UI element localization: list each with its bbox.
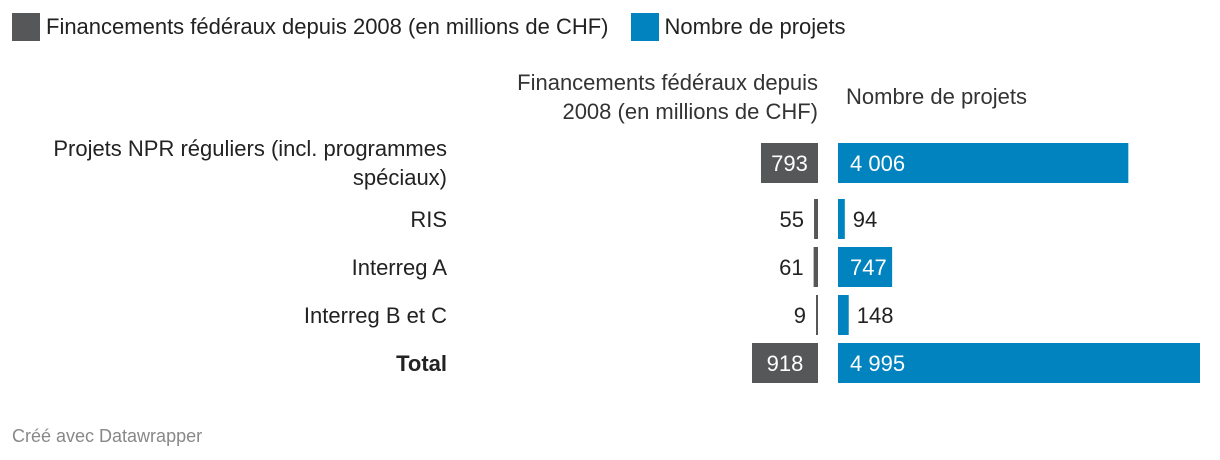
row-label-npr-line2: spéciaux): [352, 165, 447, 190]
column-header-funding-line2: 2008 (en millions de CHF): [562, 99, 818, 124]
bar-projects-1: [838, 199, 845, 239]
bar-projects-0: [838, 143, 1129, 183]
label-funding-3: 9: [794, 303, 806, 328]
bar-funding-2: [813, 247, 818, 287]
label-funding-0: 793: [771, 151, 808, 176]
label-funding-4: 918: [767, 351, 804, 376]
row-label-interreg-a: Interreg A: [351, 255, 447, 280]
label-projects-4: 4 995: [850, 351, 905, 376]
label-funding-2: 61: [779, 255, 803, 280]
label-projects-2: 747: [850, 255, 887, 280]
bar-funding-0: [760, 143, 818, 183]
label-projects-3: 148: [857, 303, 894, 328]
legend-item-projects: Nombre de projets: [630, 13, 846, 41]
legend-item-funding: Financements fédéraux depuis 2008 (en mi…: [12, 13, 609, 41]
bar-projects-4: [838, 343, 1200, 383]
column-header-funding-line1: Financements fédéraux depuis: [517, 70, 818, 95]
legend-swatch-funding: [12, 13, 40, 41]
footer-credit: Créé avec Datawrapper: [12, 426, 203, 446]
row-label-npr: Projets NPR réguliers (incl. programmes …: [0, 134, 447, 192]
label-projects-1: 94: [853, 207, 877, 232]
label-projects-0: 4 006: [850, 151, 905, 176]
bar-funding-1: [814, 199, 818, 239]
chart-legend: Financements fédéraux depuis 2008 (en mi…: [12, 10, 868, 44]
row-label-interreg-bc: Interreg B et C: [303, 303, 447, 328]
row-label-npr-line1: Projets NPR réguliers (incl. programmes: [53, 136, 447, 161]
legend-swatch-projects: [630, 13, 659, 41]
row-label-ris: RIS: [410, 207, 447, 232]
legend-label-funding: Financements fédéraux depuis 2008 (en mi…: [46, 14, 609, 39]
bar-projects-2: [838, 247, 893, 287]
row-label-total: Total: [396, 351, 447, 376]
column-header-funding: Financements fédéraux depuis 2008 (en mi…: [438, 68, 818, 126]
bar-projects-3: [838, 295, 849, 335]
label-funding-1: 55: [780, 207, 804, 232]
bar-funding-4: [752, 343, 818, 383]
legend-label-projects: Nombre de projets: [664, 14, 846, 39]
column-header-projects: Nombre de projets: [846, 84, 1027, 109]
bar-funding-3: [816, 295, 818, 335]
